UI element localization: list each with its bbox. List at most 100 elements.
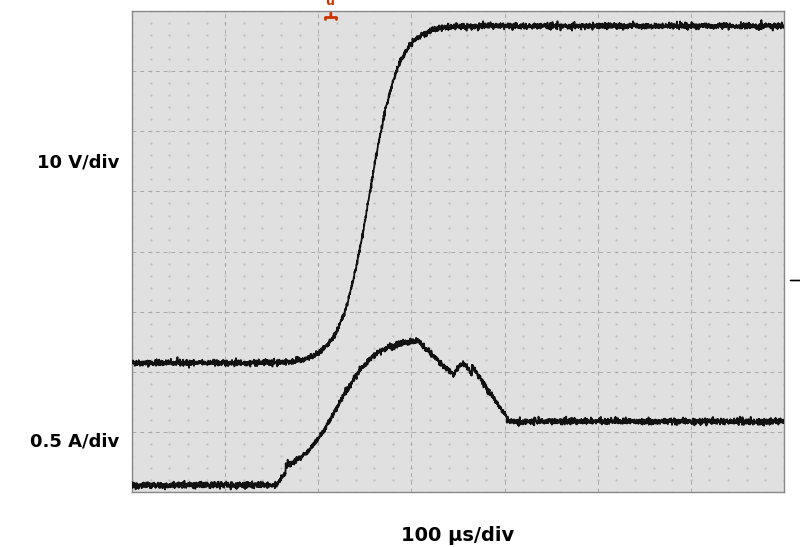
Point <box>573 175 586 184</box>
Point <box>312 307 325 316</box>
Point <box>759 163 772 172</box>
Point <box>200 344 213 352</box>
Point <box>722 19 734 27</box>
Point <box>685 488 698 497</box>
Point <box>629 331 642 340</box>
Point <box>312 331 325 340</box>
Point <box>591 259 604 268</box>
Point <box>182 163 194 172</box>
Point <box>256 380 269 388</box>
Point <box>144 476 157 485</box>
Point <box>368 43 381 51</box>
Point <box>685 139 698 148</box>
Point <box>330 392 343 400</box>
Point <box>386 488 399 497</box>
Point <box>218 464 231 473</box>
Point <box>461 235 474 244</box>
Point <box>368 211 381 220</box>
Point <box>573 199 586 208</box>
Point <box>573 7 586 15</box>
Point <box>200 452 213 461</box>
Point <box>163 464 176 473</box>
Point <box>182 368 194 376</box>
Point <box>685 344 698 352</box>
Point <box>461 103 474 112</box>
Point <box>200 223 213 232</box>
Point <box>554 91 567 100</box>
Point <box>498 67 511 75</box>
Point <box>163 31 176 39</box>
Point <box>573 356 586 364</box>
Point <box>256 211 269 220</box>
Point <box>535 115 548 124</box>
Point <box>442 283 455 292</box>
Point <box>685 404 698 412</box>
Point <box>554 307 567 316</box>
Point <box>666 428 678 437</box>
Point <box>703 223 716 232</box>
Point <box>200 271 213 280</box>
Point <box>498 151 511 160</box>
Point <box>498 43 511 51</box>
Point <box>573 259 586 268</box>
Point <box>144 199 157 208</box>
Point <box>722 139 734 148</box>
Point <box>144 91 157 100</box>
Point <box>498 211 511 220</box>
Point <box>144 211 157 220</box>
Point <box>386 91 399 100</box>
Point <box>517 163 530 172</box>
Point <box>629 199 642 208</box>
Point <box>629 55 642 63</box>
Point <box>218 307 231 316</box>
Point <box>610 223 622 232</box>
Point <box>163 283 176 292</box>
Point <box>294 31 306 39</box>
Point <box>163 67 176 75</box>
Point <box>722 488 734 497</box>
Point <box>517 452 530 461</box>
Point <box>182 416 194 424</box>
Point <box>479 103 492 112</box>
Point <box>703 235 716 244</box>
Point <box>126 464 138 473</box>
Point <box>573 103 586 112</box>
Point <box>424 151 437 160</box>
Point <box>554 271 567 280</box>
Point <box>274 368 287 376</box>
Point <box>778 139 790 148</box>
Point <box>256 295 269 304</box>
Point <box>386 67 399 75</box>
Point <box>274 271 287 280</box>
Point <box>573 127 586 136</box>
Point <box>294 7 306 15</box>
Point <box>349 55 362 63</box>
Point <box>554 464 567 473</box>
Point <box>479 31 492 39</box>
Point <box>722 151 734 160</box>
Point <box>368 199 381 208</box>
Point <box>405 331 418 340</box>
Point <box>498 103 511 112</box>
Point <box>722 295 734 304</box>
Point <box>778 416 790 424</box>
Point <box>740 488 753 497</box>
Point <box>442 404 455 412</box>
Point <box>294 416 306 424</box>
Point <box>479 440 492 449</box>
Point <box>238 79 250 88</box>
Point <box>349 428 362 437</box>
Point <box>629 404 642 412</box>
Point <box>256 307 269 316</box>
Point <box>629 271 642 280</box>
Point <box>759 452 772 461</box>
Point <box>461 19 474 27</box>
Point <box>647 199 660 208</box>
Point <box>368 464 381 473</box>
Point <box>517 187 530 196</box>
Point <box>535 476 548 485</box>
Point <box>722 380 734 388</box>
Point <box>461 7 474 15</box>
Point <box>442 139 455 148</box>
Point <box>535 31 548 39</box>
